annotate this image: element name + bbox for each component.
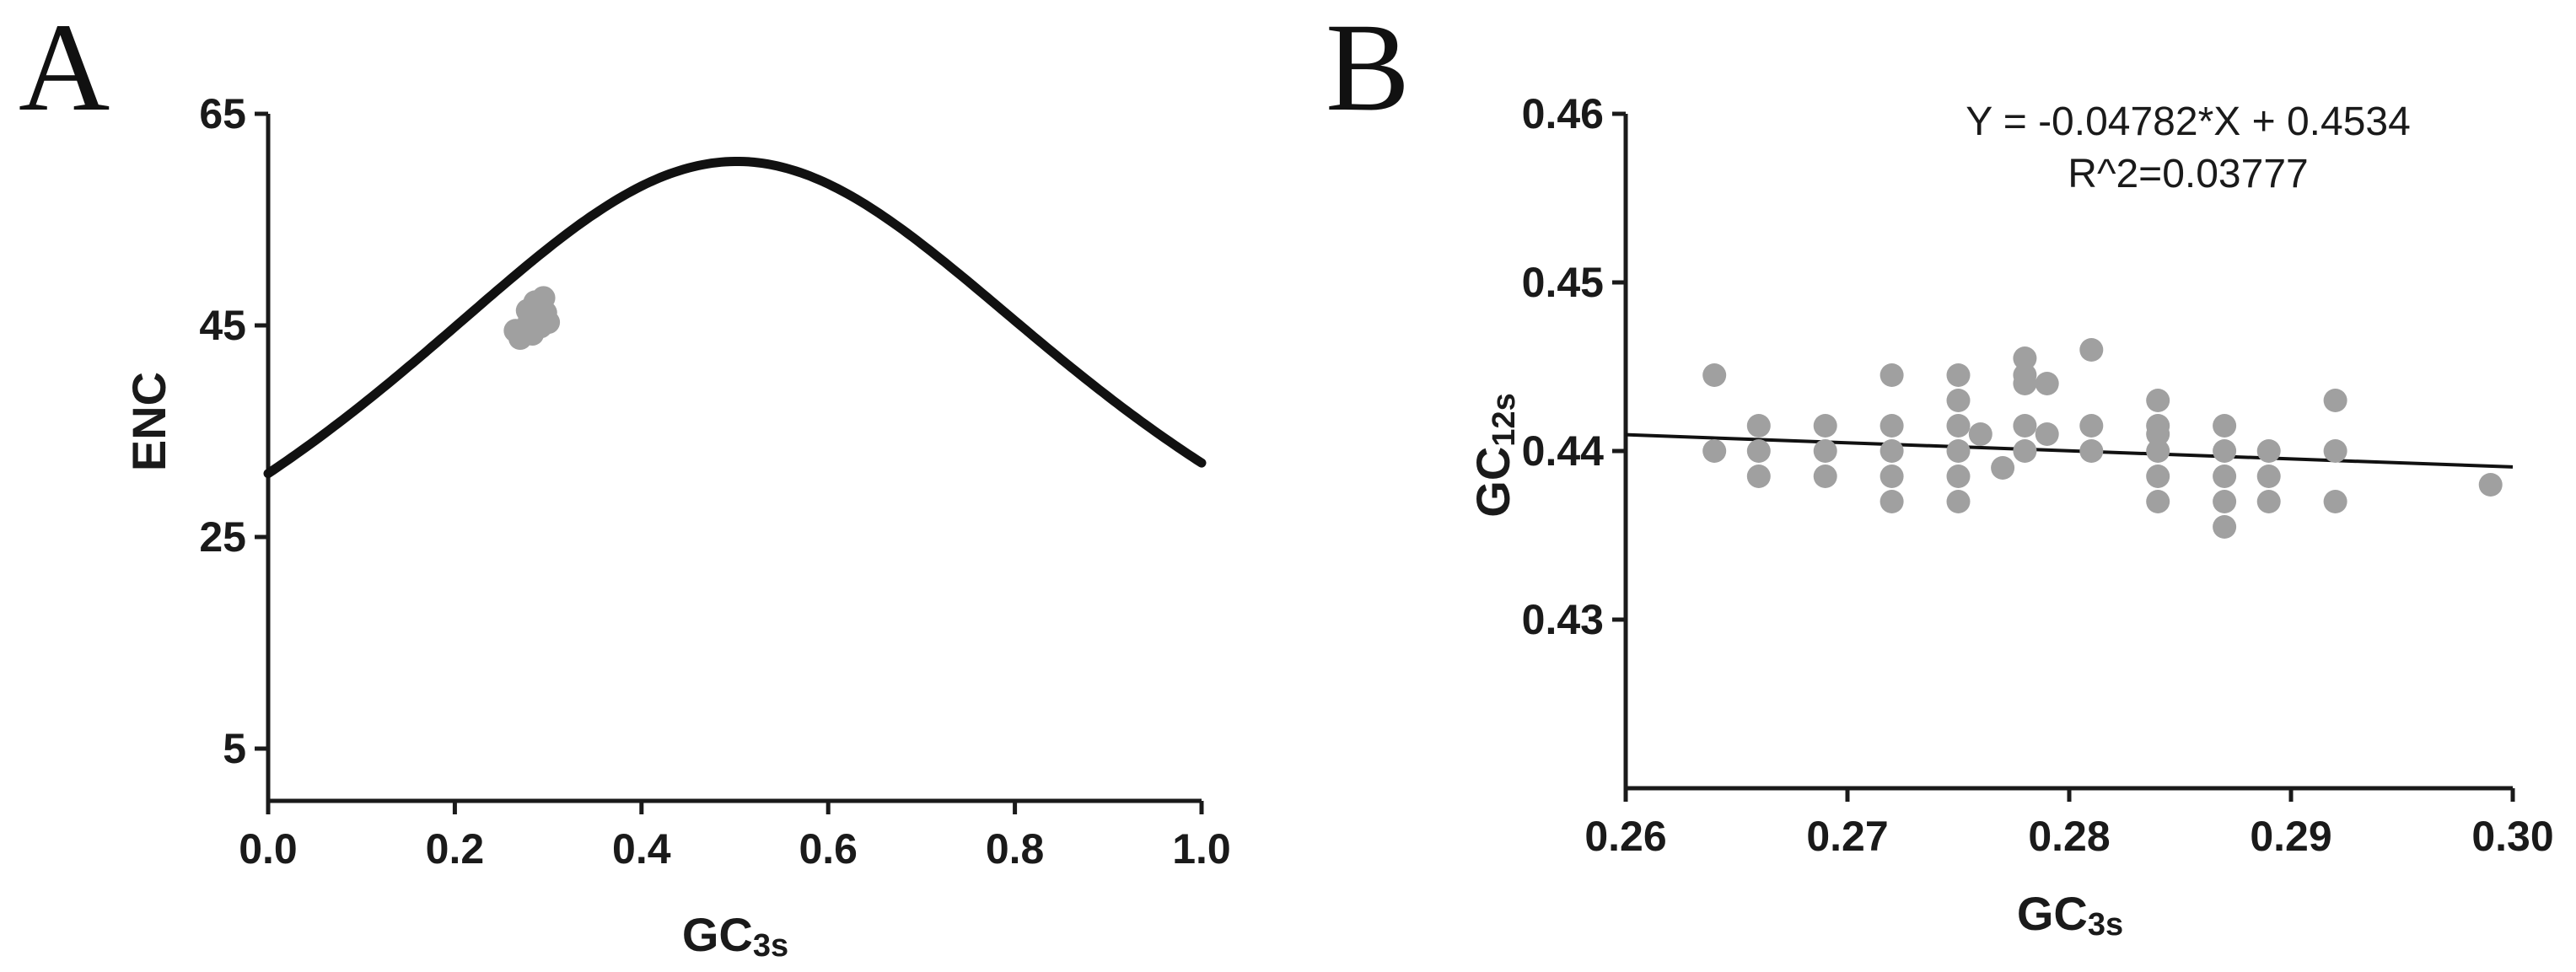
panel-b-y-tick-label: 0.43 — [1522, 596, 1604, 643]
panel-b-points — [1702, 338, 2503, 539]
panel-b-y-tick-label: 0.44 — [1522, 427, 1605, 475]
panel-b-data-point — [1946, 414, 1971, 438]
panel-b-data-point — [2035, 422, 2059, 446]
panel-b-data-point — [2323, 490, 2347, 513]
panel-b-data-point — [1813, 465, 1837, 488]
panel-b-data-point — [1991, 456, 2015, 480]
panel-b-data-point — [2146, 490, 2170, 513]
panel-b-data-point — [2013, 439, 2037, 463]
panel-b-label: B — [1326, 0, 1410, 137]
panel-b-data-point — [2213, 515, 2237, 539]
panel-a-x-tick-label: 1.0 — [1172, 825, 1231, 873]
panel-b-data-point — [2079, 338, 2104, 362]
panel-b-regression-line — [1625, 432, 2514, 469]
panel-b-data-point — [2146, 465, 2170, 488]
panel-a: A 5 25 45 65 0.0 0.2 0.4 0.6 0.8 1.0 ENC GC3s — [19, 0, 1231, 964]
panel-b-y-tick-label: 0.46 — [1522, 90, 1604, 137]
panel-a-y-tick-label: 45 — [199, 302, 246, 349]
panel-b-data-point — [1968, 422, 1993, 446]
panel-b-x-tick-label: 0.29 — [2250, 813, 2331, 860]
panel-b-data-point — [2256, 465, 2281, 488]
panel-b: B 0.430.440.450.46 0.26 0.27 0.28 0.29 0.30 … — [1326, 0, 2554, 942]
panel-a-y-tick-label: 65 — [199, 90, 246, 137]
r-squared-label: R^2=0.03777 — [2068, 152, 2308, 196]
panel-b-data-point — [2213, 490, 2237, 513]
panel-b-data-point — [2256, 490, 2281, 513]
panel-a-label: A — [19, 0, 110, 137]
panel-a-x-ticks: 0.0 0.2 0.4 0.6 0.8 1.0 — [239, 801, 1231, 873]
panel-b-x-tick-label: 0.27 — [1806, 813, 1888, 860]
panel-b-data-point — [1946, 465, 1971, 488]
panel-a-points — [503, 286, 561, 351]
panel-b-x-tick-label: 0.26 — [1584, 813, 1666, 860]
panel-b-data-point — [2256, 439, 2281, 463]
panel-a-expected-curve — [263, 157, 1207, 479]
panel-b-data-point — [2146, 439, 2170, 463]
panel-b-data-point — [2478, 473, 2503, 497]
panel-b-data-point — [1880, 439, 1904, 463]
panel-b-data-point — [2323, 439, 2347, 463]
panel-b-x-axis-title: GC3s — [2017, 887, 2123, 942]
panel-a-x-axis-title: GC3s — [682, 908, 788, 964]
panel-b-data-point — [2079, 439, 2104, 463]
panel-b-data-point — [1946, 439, 1971, 463]
panel-b-data-point — [2079, 414, 2104, 438]
panel-b-data-point — [1946, 363, 1971, 387]
panel-b-data-point — [1746, 414, 1771, 438]
regression-equation: Y = -0.04782*X + 0.4534 — [1966, 99, 2411, 144]
panel-b-x-tick-label: 0.30 — [2471, 813, 2553, 860]
panel-b-data-point — [1813, 414, 1837, 438]
panel-b-data-point — [2013, 372, 2037, 395]
panel-b-data-point — [1880, 414, 1904, 438]
panel-b-data-point — [1813, 439, 1837, 463]
panel-b-data-point — [1702, 363, 1727, 387]
panel-b-y-ticks: 0.43 0.44 0.45 0.46 — [1522, 90, 1626, 643]
panel-b-data-point — [2035, 372, 2059, 395]
panel-b-data-point — [2013, 346, 2037, 370]
panel-b-data-point — [1880, 363, 1904, 387]
panel-b-data-point — [1880, 465, 1904, 488]
panel-b-data-point — [1946, 490, 1971, 513]
panel-b-data-point — [1702, 439, 1727, 463]
panel-b-data-point — [2213, 439, 2237, 463]
panel-b-data-point — [2323, 389, 2347, 412]
panel-a-x-tick-label: 0.4 — [612, 825, 671, 873]
panel-a-y-axis-title: ENC — [122, 372, 175, 471]
panel-a-x-tick-label: 0.6 — [799, 825, 858, 873]
panel-b-data-point — [1746, 439, 1771, 463]
panel-b-data-point — [1880, 490, 1904, 513]
panel-a-x-tick-label: 0.2 — [426, 825, 485, 873]
panel-b-y-axis-title: GC12s — [1466, 393, 1522, 517]
panel-a-data-point — [503, 319, 528, 343]
panel-b-data-point — [2013, 414, 2037, 438]
panel-a-x-tick-label: 0.8 — [986, 825, 1045, 873]
panel-a-y-tick-label: 5 — [223, 725, 246, 772]
panel-b-data-point — [2213, 465, 2237, 488]
panel-b-data-point — [2213, 414, 2237, 438]
panel-b-data-point — [2146, 422, 2170, 446]
panel-b-data-point — [1746, 465, 1771, 488]
panel-b-y-tick-label: 0.45 — [1522, 259, 1604, 306]
panel-a-y-ticks: 5 25 45 65 — [199, 90, 268, 772]
panel-b-x-tick-label: 0.28 — [2028, 813, 2110, 860]
panel-b-data-point — [1946, 389, 1971, 412]
panel-b-x-ticks: 0.26 0.27 0.28 0.29 0.30 — [1584, 788, 2554, 860]
panel-a-y-tick-label: 25 — [199, 513, 246, 561]
panel-b-data-point — [2146, 389, 2170, 412]
panel-a-data-point — [523, 290, 547, 314]
panel-a-x-tick-label: 0.0 — [239, 825, 298, 873]
